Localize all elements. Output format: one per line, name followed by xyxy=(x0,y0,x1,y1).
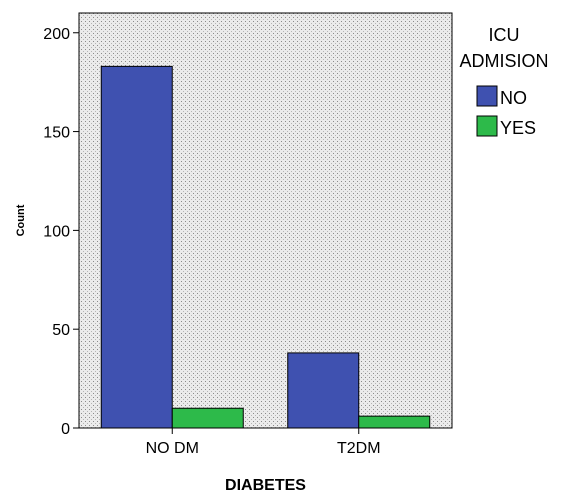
y-tick-label: 50 xyxy=(52,322,70,339)
legend-swatch-no xyxy=(476,85,498,107)
y-axis: 0 50 100 150 200 xyxy=(43,26,79,438)
y-tick-label: 0 xyxy=(61,421,70,438)
bar-no-dm-yes xyxy=(171,407,244,429)
legend-title-line-2: ADMISION xyxy=(459,51,548,71)
y-axis-title: Count xyxy=(15,204,27,236)
bar-no-dm-no xyxy=(100,65,173,429)
x-tick-label: T2DM xyxy=(337,440,381,457)
legend: ICU ADMISION NO YES xyxy=(459,25,548,138)
y-tick-label: 150 xyxy=(43,125,70,142)
y-tick-label: 200 xyxy=(43,26,70,43)
legend-label-yes: YES xyxy=(500,118,536,138)
bar-t2dm-no xyxy=(287,352,360,429)
legend-label-no: NO xyxy=(500,88,527,108)
x-axis: NO DM T2DM xyxy=(146,428,381,457)
legend-swatch-yes xyxy=(476,115,498,137)
x-axis-title: DIABETES xyxy=(225,477,306,494)
bar-t2dm-yes xyxy=(358,415,431,429)
bars-group xyxy=(100,65,431,429)
legend-title-line-1: ICU xyxy=(489,25,520,45)
y-tick-label: 100 xyxy=(43,223,70,240)
x-tick-label: NO DM xyxy=(146,440,199,457)
